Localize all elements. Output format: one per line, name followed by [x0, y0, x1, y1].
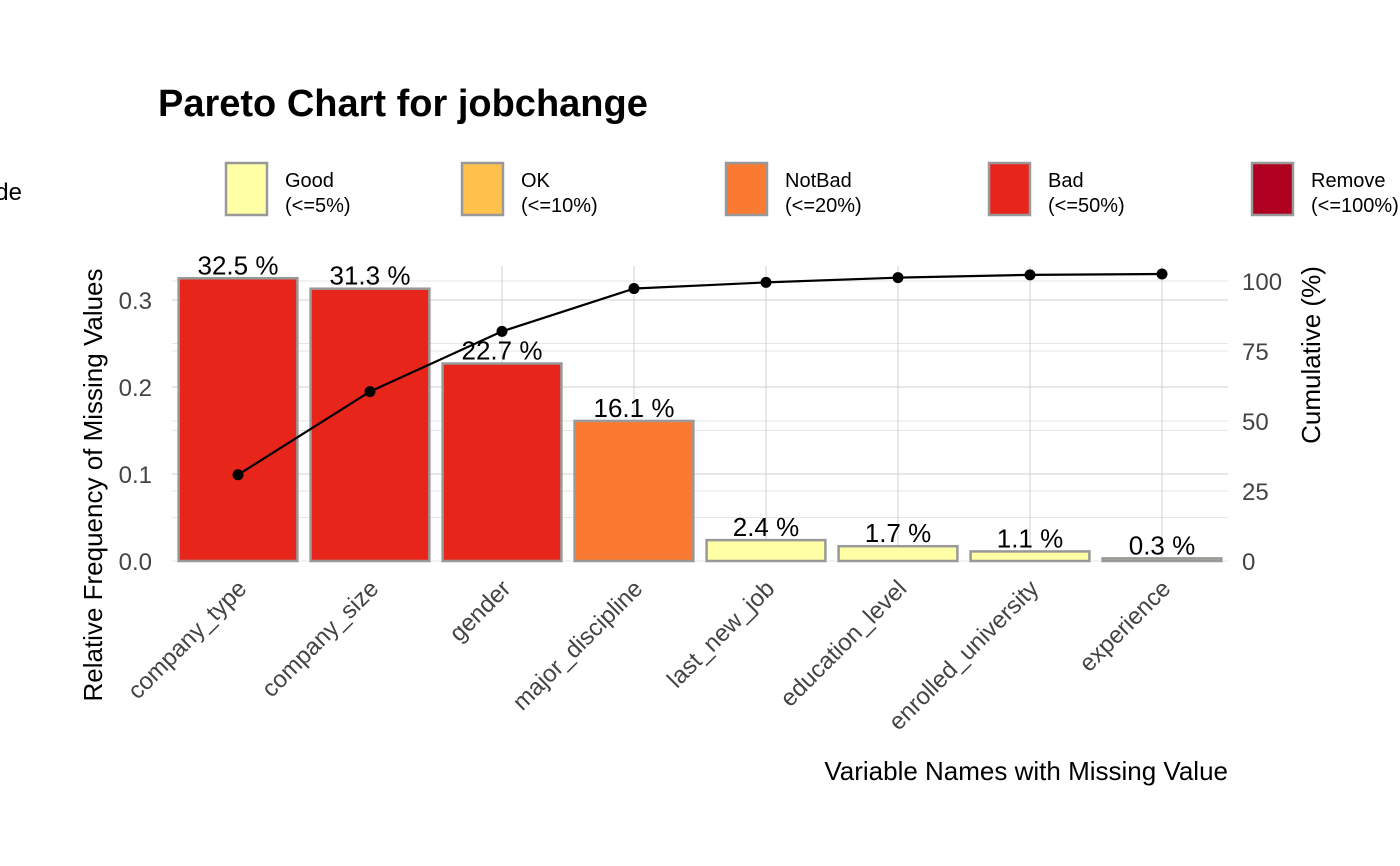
y-tick-0: 0.0	[119, 549, 152, 576]
legend-swatch-Good	[224, 161, 269, 217]
legend-range-Good: (<=5%)	[285, 195, 351, 217]
cumulative-point-education_level	[892, 272, 904, 284]
y-axis-title: Relative Frequency of Missing Values	[78, 268, 108, 701]
cumulative-point-major_discipline	[628, 283, 640, 295]
data-label-company_size: 31.3 %	[330, 261, 411, 291]
y2-axis-title: Cumulative (%)	[1296, 266, 1326, 444]
legend-range-Remove: (<=100%)	[1311, 195, 1399, 217]
x-tick-education_level: education_level	[775, 575, 912, 712]
x-tick-experience: experience	[1074, 575, 1176, 677]
bar-experience	[1101, 557, 1223, 563]
y2-tick-3: 75	[1242, 339, 1269, 366]
y-tick-1: 0.1	[119, 462, 152, 489]
x-axis-title: Variable Names with Missing Value	[824, 756, 1228, 786]
y-tick-3: 0.3	[119, 288, 152, 315]
x-tick-enrolled_university: enrolled_university	[884, 575, 1045, 736]
y2-tick-0: 0	[1242, 549, 1255, 576]
legend-range-Bad: (<=50%)	[1048, 195, 1125, 217]
legend: Missing Grade Good (<=5%) OK (<=10%) NotBad (<…	[0, 161, 1399, 217]
cumulative-point-enrolled_university	[1024, 269, 1036, 281]
bar-major_discipline	[573, 419, 695, 563]
cumulative-point-last_new_job	[760, 276, 772, 288]
cumulative-line	[232, 268, 1168, 481]
legend-label-Good: Good	[285, 170, 334, 192]
y2-tick-1: 25	[1242, 479, 1269, 506]
data-label-last_new_job: 2.4 %	[733, 512, 800, 542]
legend-swatch-Bad	[987, 161, 1032, 217]
x-axis-ticks: company_type company_size gendermajor_disc…	[123, 575, 1176, 736]
cumulative-point-company_size	[364, 386, 376, 398]
data-label-company_type: 32.5 %	[198, 250, 279, 280]
bars	[177, 277, 1223, 563]
legend-swatch-OK	[460, 161, 505, 217]
data-label-enrolled_university: 1.1 %	[997, 523, 1064, 553]
chart-title: Pareto Chart for jobchange	[158, 83, 648, 125]
y-tick-2: 0.2	[119, 375, 152, 402]
y2-tick-2: 50	[1242, 409, 1269, 436]
legend-label-OK: OK	[521, 170, 551, 192]
y2-axis-ticks: 0 25 50 75 100	[1242, 269, 1282, 576]
bar-company_type	[177, 277, 299, 563]
x-tick-gender: gender	[444, 575, 516, 647]
legend-label-Bad: Bad	[1048, 170, 1084, 192]
legend-label-NotBad: NotBad	[785, 170, 852, 192]
data-label-education_level: 1.7 %	[865, 518, 932, 548]
y2-tick-4: 100	[1242, 269, 1282, 296]
legend-range-OK: (<=10%)	[521, 195, 598, 217]
cumulative-point-experience	[1156, 268, 1168, 280]
x-tick-company_type: company_type	[123, 575, 252, 704]
legend-range-NotBad: (<=20%)	[785, 195, 862, 217]
data-labels: 32.5 % 31.3 % 22.7 % 16.1 % 2.4 % 1.7 % 1.1 % 0…	[198, 250, 1196, 560]
cumulative-point-company_type	[232, 469, 244, 481]
bar-gender	[441, 362, 563, 563]
data-label-major_discipline: 16.1 %	[594, 393, 675, 423]
bar-enrolled_university	[969, 550, 1091, 563]
bar-company_size	[309, 287, 431, 563]
legend-swatch-Remove	[1250, 161, 1295, 217]
y-axis-ticks: 0.0 0.1 0.2 0.3	[119, 288, 152, 576]
data-label-experience: 0.3 %	[1129, 530, 1196, 560]
legend-title: Missing Grade	[0, 179, 22, 206]
legend-label-Remove: Remove	[1311, 170, 1385, 192]
cumulative-point-gender	[496, 325, 508, 337]
x-tick-last_new_job: last_new_job	[662, 575, 780, 693]
legend-swatch-NotBad	[724, 161, 769, 217]
cumulative-polyline	[237, 272, 1163, 476]
bar-education_level	[837, 544, 959, 563]
bar-last_new_job	[705, 538, 827, 563]
data-label-gender: 22.7 %	[462, 336, 543, 366]
x-tick-company_size: company_size	[257, 575, 385, 703]
x-tick-major_discipline: major_discipline	[507, 575, 648, 716]
